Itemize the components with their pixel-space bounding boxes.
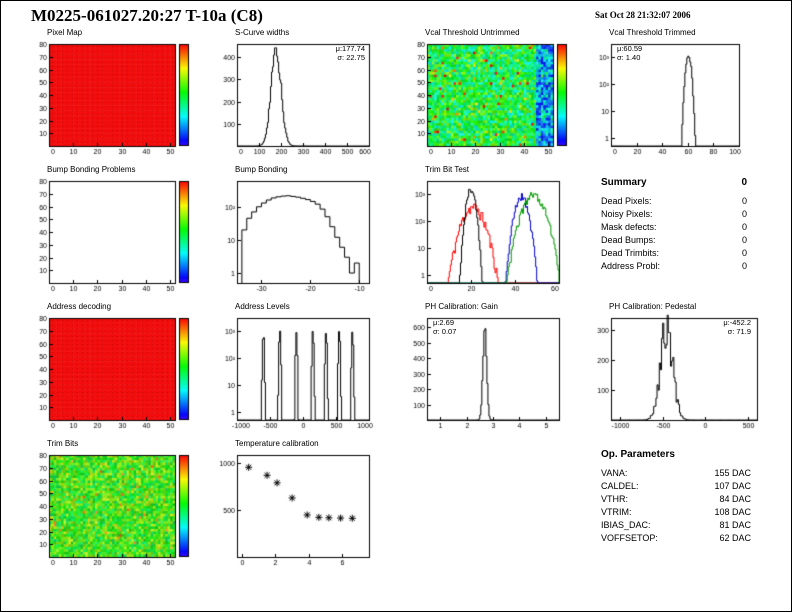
panel-trim-bits: Trim Bits — [23, 439, 201, 573]
summary-row: Mask defects: 0 — [601, 221, 747, 234]
stat-mean: μ:60.59 — [617, 44, 643, 53]
timestamp: Sat Oct 28 21:32:07 2006 — [595, 10, 691, 20]
stat-mean: μ:-452.2 — [723, 318, 751, 327]
vcal-threshold-untrimmed-heatmap-canvas — [401, 38, 579, 162]
chart-title-bump-bonding: Bump Bonding — [235, 165, 288, 174]
row-value: 155 DAC — [714, 468, 751, 478]
chart-title-s-curve-widths: S-Curve widths — [235, 28, 290, 37]
stats-box: μ:-452.2 σ: 71.9 — [723, 318, 751, 336]
row-value: 0 — [741, 235, 747, 245]
chart-title-ph-calibration-gain: PH Calibration: Gain — [425, 302, 498, 311]
chart-title-address-levels: Address Levels — [235, 302, 290, 311]
summary-row: Dead Bumps: 0 — [601, 234, 747, 247]
row-value: 107 DAC — [714, 481, 751, 491]
op-parameters-rows: VANA: 155 DAC CALDEL: 107 DAC VTHR: 84 DAC VTR… — [601, 467, 751, 545]
chart-title-pixel-map: Pixel Map — [47, 28, 83, 37]
row-value: 108 DAC — [714, 507, 751, 517]
panel-vcal-threshold-trimmed: Vcal Threshold Trimmed μ:60.59 σ: 1.40 — [585, 28, 745, 162]
row-label: Dead Trimbits: — [601, 248, 660, 258]
row-value: 0 — [741, 261, 747, 271]
row-label: VOFFSETOP: — [601, 533, 658, 543]
row-label: IBIAS_DAC: — [601, 520, 651, 530]
panel-s-curve-widths: S-Curve widths μ:177.74 σ: 22.75 — [211, 28, 375, 162]
op-parameter-row: VTRIM: 108 DAC — [601, 506, 751, 519]
op-parameter-row: CALDEL: 107 DAC — [601, 480, 751, 493]
row-value: 62 DAC — [719, 533, 751, 543]
page-title: M0225-061027.20:27 T-10a (C8) — [31, 6, 263, 25]
s-curve-widths-histogram-canvas — [211, 38, 375, 162]
ph-calibration-gain-histogram-canvas — [401, 312, 565, 436]
panel-bump-bonding: Bump Bonding — [211, 165, 375, 299]
bump-bonding-histogram-canvas — [211, 175, 375, 299]
row-value: 84 DAC — [719, 494, 751, 504]
op-parameter-row: IBIAS_DAC: 81 DAC — [601, 519, 751, 532]
panel-ph-calibration-gain: PH Calibration: Gain μ:2.69 σ: 0.07 — [401, 302, 565, 436]
row-value: 81 DAC — [719, 520, 751, 530]
stats-box: μ:2.69 σ: 0.07 — [433, 318, 456, 336]
row-label: Dead Bumps: — [601, 235, 656, 245]
chart-title-vcal-threshold-trimmed: Vcal Threshold Trimmed — [609, 28, 696, 37]
row-label: VANA: — [601, 468, 628, 478]
row-label: Mask defects: — [601, 222, 657, 232]
bump-bonding-problems-heatmap-canvas — [23, 175, 201, 299]
panel-bump-bonding-problems: Bump Bonding Problems — [23, 165, 201, 299]
panel-ph-calibration-pedestal: PH Calibration: Pedestal μ:-452.2 σ: 71.… — [585, 302, 763, 436]
row-value: 0 — [741, 209, 747, 219]
stats-box: μ:177.74 σ: 22.75 — [336, 44, 365, 62]
address-decoding-heatmap-canvas — [23, 312, 201, 436]
panel-temperature-calibration: Temperature calibration — [211, 439, 375, 573]
row-label: CALDEL: — [601, 481, 639, 491]
row-label: VTHR: — [601, 494, 628, 504]
summary-rows: Dead Pixels: 0 Noisy Pixels: 0 Mask defects:… — [601, 195, 747, 273]
panel-trim-bit-test: Trim Bit Test — [401, 165, 565, 299]
row-label: Dead Pixels: — [601, 196, 652, 206]
panel-vcal-threshold-untrimmed: Vcal Threshold Untrimmed — [401, 28, 579, 162]
op-parameters-block: Op. Parameters VANA: 155 DAC CALDEL: 107 DA… — [601, 449, 751, 545]
summary-total: 0 — [741, 177, 747, 188]
pixel-map-heatmap-canvas — [23, 38, 201, 162]
row-value: 0 — [741, 222, 747, 232]
row-label: Address Probl: — [601, 261, 661, 271]
temperature-calibration-scatter-canvas — [211, 449, 375, 573]
summary-row: Dead Trimbits: 0 — [601, 247, 747, 260]
stat-mean: μ:177.74 — [335, 44, 365, 53]
summary-row: Address Probl: 0 — [601, 260, 747, 273]
row-value: 0 — [741, 248, 747, 258]
op-parameter-row: VOFFSETOP: 62 DAC — [601, 532, 751, 545]
stat-sigma: σ: 22.75 — [337, 53, 365, 62]
ph-calibration-pedestal-histogram-canvas — [585, 312, 763, 436]
summary-row: Noisy Pixels: 0 — [601, 208, 747, 221]
op-parameter-row: VTHR: 84 DAC — [601, 493, 751, 506]
chart-title-ph-calibration-pedestal: PH Calibration: Pedestal — [609, 302, 697, 311]
row-label: Noisy Pixels: — [601, 209, 653, 219]
stat-sigma: σ: 1.40 — [617, 53, 641, 62]
summary-title: Summary — [601, 177, 647, 188]
stats-box: μ:60.59 σ: 1.40 — [617, 44, 642, 62]
vcal-threshold-trimmed-histogram-canvas — [585, 38, 745, 162]
address-levels-histogram-canvas — [211, 312, 375, 436]
summary-block: Summary 0 Dead Pixels: 0 Noisy Pixels: 0 Mas… — [601, 177, 747, 273]
chart-title-address-decoding: Address decoding — [47, 302, 112, 311]
stat-mean: μ:2.69 — [433, 318, 455, 327]
summary-row: Dead Pixels: 0 — [601, 195, 747, 208]
chart-title-trim-bit-test: Trim Bit Test — [425, 165, 470, 174]
chart-title-vcal-threshold-untrimmed: Vcal Threshold Untrimmed — [425, 28, 520, 37]
row-label: VTRIM: — [601, 507, 632, 517]
trim-bits-heatmap-canvas — [23, 449, 201, 573]
op-parameters-title: Op. Parameters — [601, 449, 675, 460]
op-parameter-row: VANA: 155 DAC — [601, 467, 751, 480]
stat-sigma: σ: 71.9 — [727, 327, 751, 336]
row-value: 0 — [741, 196, 747, 206]
trim-bit-test-histogram-canvas — [401, 175, 565, 299]
panel-address-levels: Address Levels — [211, 302, 375, 436]
panel-pixel-map: Pixel Map — [23, 28, 201, 162]
chart-title-bump-bonding-problems: Bump Bonding Problems — [47, 165, 136, 174]
stat-sigma: σ: 0.07 — [433, 327, 457, 336]
chart-title-trim-bits: Trim Bits — [47, 439, 79, 448]
chart-title-temperature-calibration: Temperature calibration — [235, 439, 319, 448]
panel-address-decoding: Address decoding — [23, 302, 201, 436]
